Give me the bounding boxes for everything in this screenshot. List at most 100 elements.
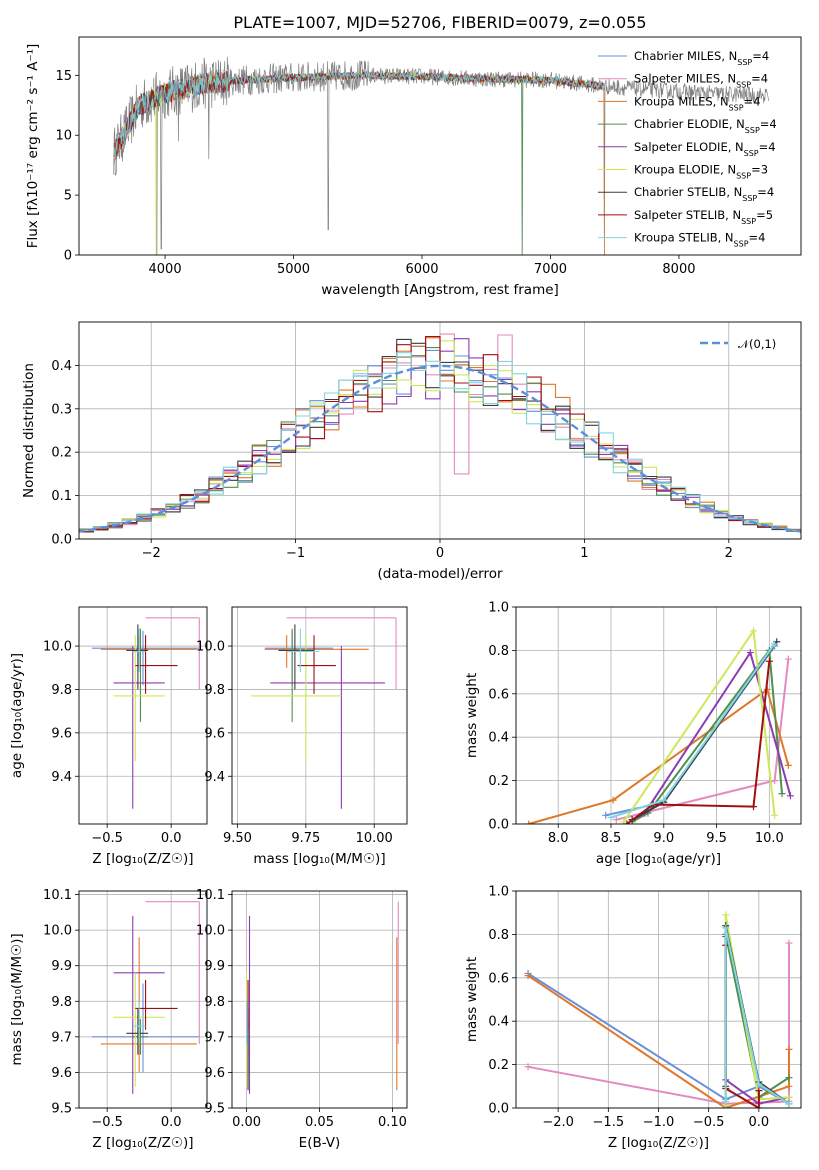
y-tick-label: 0.2	[488, 1058, 509, 1073]
spectrum-data	[113, 56, 770, 255]
weight-marker	[755, 1087, 763, 1095]
x-tick-label: −0.5	[693, 1115, 725, 1130]
model-spectrum	[113, 70, 605, 255]
weight-marker	[607, 813, 615, 821]
weight-marker	[765, 657, 773, 665]
weight-marker	[602, 811, 610, 819]
y-tick-label: 0.2	[51, 446, 72, 461]
errorbar-point	[278, 624, 315, 690]
model-spectrum	[113, 71, 605, 159]
axes-frame	[515, 606, 802, 825]
legend-subscript: SSP	[734, 239, 749, 248]
y-tick-label: 0.2	[488, 774, 509, 789]
y-tick-label: 0.0	[488, 1102, 509, 1117]
y-tick-label: 9.6	[51, 1066, 72, 1081]
y-tick-label: 10.1	[196, 888, 225, 903]
histogram-data	[79, 333, 801, 535]
y-tick-label: 9.4	[204, 770, 225, 785]
y-tick-label: 1.0	[488, 601, 509, 616]
legend-count: =4	[757, 185, 774, 199]
errorbar-point	[113, 646, 165, 809]
errorbar-point	[113, 915, 165, 1094]
legend-count: =4	[759, 140, 776, 154]
weight-marker	[755, 1104, 763, 1108]
x-tick-label: 9.50	[223, 831, 252, 846]
x-axis-label: wavelength [Angstrom, rest frame]	[321, 282, 559, 298]
errorbar-point	[251, 635, 342, 762]
legend-count: =4	[760, 117, 777, 131]
legend-subscript: SSP	[745, 126, 760, 135]
x-tick-label: −2	[142, 546, 161, 561]
errorbar-point	[100, 937, 197, 1073]
weight-marker	[785, 1074, 793, 1082]
y-tick-label: 9.7	[51, 1030, 72, 1045]
errorbar-point	[100, 635, 197, 668]
spectrum-legend: Chabrier MILES, NSSP=4 Salpeter MILES, NS…	[598, 49, 777, 248]
legend-entry: Kroupa STELIB, NSSP=4	[634, 231, 765, 249]
y-tick-label: 9.8	[204, 995, 225, 1010]
residuals-panel: −2 −1 0 1 2 0.0 0.1 0.2 0.3 0.4 (data-model)/error…	[21, 321, 802, 582]
weight-line	[631, 647, 783, 823]
x-tick-label: −1.0	[643, 1115, 675, 1130]
y-tick-label: 9.6	[51, 726, 72, 741]
legend-subscript: SSP	[742, 194, 757, 203]
x-tick-label: −0.5	[91, 831, 123, 846]
x-tick-label: 7000	[534, 262, 567, 277]
weight-marker	[524, 972, 532, 980]
legend-count: =4	[752, 49, 769, 63]
weight-marker	[785, 1082, 793, 1090]
legend-count: =4	[749, 231, 766, 245]
model-spectrum	[113, 70, 605, 255]
weight-marker	[722, 924, 730, 932]
y-tick-label: 0.1	[51, 489, 72, 504]
x-tick-label: 10.0	[755, 831, 784, 846]
weight-marker	[784, 655, 792, 663]
y-tick-label: 10.0	[43, 924, 72, 939]
weight-marker	[785, 939, 793, 947]
weight-line	[610, 643, 776, 819]
legend-count: =5	[756, 208, 773, 222]
x-tick-label: 9.75	[291, 831, 320, 846]
weight-marker	[620, 818, 628, 824]
legend-entry: Salpeter ELODIE, NSSP=4	[634, 140, 776, 158]
x-tick-label: 1	[580, 546, 588, 561]
errorbar-point	[135, 635, 178, 694]
legend-entry: Chabrier ELODIE, NSSP=4	[634, 117, 777, 135]
errorbar-point	[126, 624, 149, 690]
weight-marker	[771, 811, 779, 819]
axes-frame	[78, 890, 208, 1109]
y-tick-label: 0.4	[51, 359, 72, 374]
y-tick-label: 0.4	[488, 1015, 509, 1030]
x-tick-label: 10.00	[356, 831, 393, 846]
weight-data	[525, 627, 794, 824]
y-tick-label: 0.4	[488, 731, 509, 746]
x-tick-label: 0.00	[232, 1115, 261, 1130]
weight-marker	[722, 1097, 730, 1105]
y-tick-label: 9.8	[51, 683, 72, 698]
axes-frame	[78, 321, 802, 540]
weight_vs_age-panel: 8.0 8.5 9.0 9.5 10.0 0.0 0.2 0.4 0.6 0.8 1.0 age [l…	[464, 601, 802, 867]
weight-marker	[609, 796, 617, 804]
x-tick-label: 9.0	[653, 831, 674, 846]
x-tick-label: −0.5	[91, 1115, 123, 1130]
errorbar-point	[264, 630, 334, 686]
weight-marker	[755, 1080, 763, 1088]
legend-subscript: SSP	[729, 103, 744, 112]
x-tick-label: 4000	[149, 262, 182, 277]
weight_vs_Z-panel: −2.0 −1.5 −1.0 −0.5 0.0 0.0 0.2 0.4 0.6 0.8 1.0 Z […	[464, 885, 802, 1151]
weight-marker	[623, 820, 631, 824]
x-tick-label: 0.0	[161, 1115, 182, 1130]
x-tick-label: 5000	[277, 262, 310, 277]
weight-marker	[785, 1100, 793, 1108]
y-tick-label: 15	[55, 69, 72, 84]
errorbar-point	[278, 628, 306, 723]
legend-entry: Salpeter MILES, NSSP=4	[634, 72, 768, 90]
residuals-legend: 𝒩(0,1)	[700, 337, 776, 351]
y-tick-label: 9.9	[51, 959, 72, 974]
y-tick-label: 10.0	[43, 640, 72, 655]
age_vs_Z-panel: −0.5 0.0 9.4 9.6 9.8 10.0 Z [log₁₀(Z/Z☉)] age […	[9, 606, 208, 867]
y-axis-label: Flux [fλ10⁻¹⁷ erg cm⁻² s⁻¹ A⁻¹]	[25, 44, 41, 249]
y-tick-label: 0.0	[488, 818, 509, 833]
weight-marker	[771, 640, 779, 648]
